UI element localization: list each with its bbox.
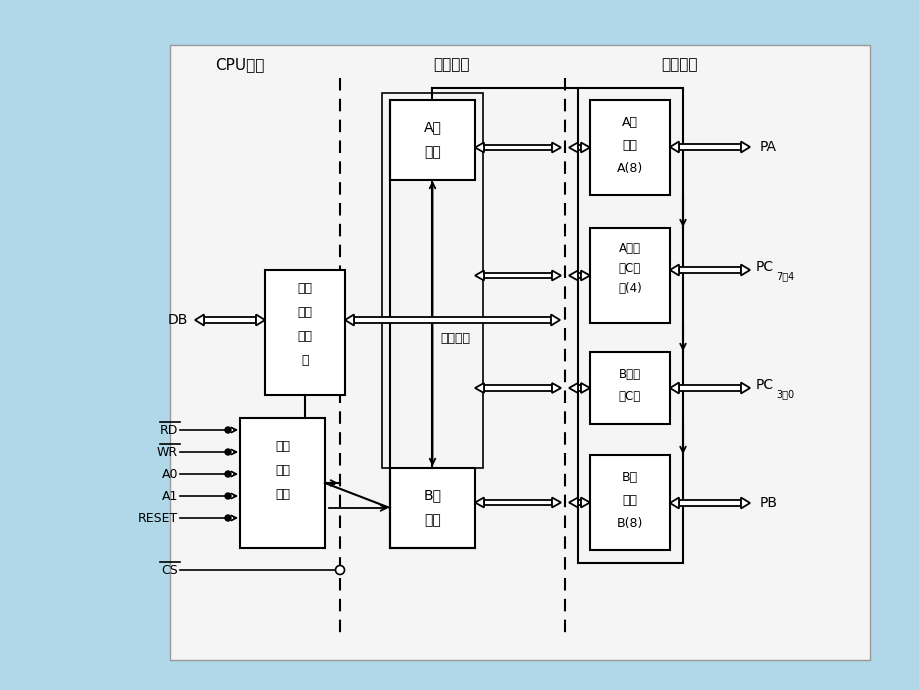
Text: 缓冲: 缓冲 [297,330,312,342]
Circle shape [225,471,231,477]
Text: 控制: 控制 [424,513,440,527]
Bar [678,500,740,506]
Text: PB: PB [759,496,777,510]
Text: 端口: 端口 [622,139,637,152]
Polygon shape [740,497,749,509]
Text: WR: WR [157,446,177,458]
Polygon shape [474,143,483,152]
Text: 数据总线: 数据总线 [439,331,470,344]
Circle shape [335,566,344,575]
Text: CS: CS [161,564,177,577]
Text: PC: PC [755,260,773,274]
Text: A0: A0 [162,468,177,480]
Circle shape [225,493,231,499]
Polygon shape [551,143,561,152]
Text: B组: B组 [621,471,638,484]
Polygon shape [581,143,589,152]
Text: B组: B组 [423,488,441,502]
Polygon shape [669,382,678,393]
Text: 内部逻辑: 内部逻辑 [433,57,470,72]
Bar [381,93,482,468]
Bar [678,385,740,391]
Text: A1: A1 [162,489,177,502]
Bar [577,385,581,391]
Bar [589,228,669,323]
Text: A(8): A(8) [617,161,642,175]
Polygon shape [474,383,483,393]
Bar [265,270,345,395]
Text: CPU接口: CPU接口 [215,57,265,72]
Bar [589,352,669,424]
Text: B(8): B(8) [616,517,642,529]
Text: RD: RD [160,424,177,437]
Text: PC: PC [755,378,773,392]
Bar [577,145,581,150]
Polygon shape [568,143,577,152]
Text: RESET: RESET [138,511,177,524]
Polygon shape [474,497,483,508]
Text: 控制: 控制 [424,145,440,159]
Text: A组: A组 [423,120,441,134]
Polygon shape [581,383,589,393]
Bar [354,317,550,323]
Bar [678,267,740,273]
Text: A组端: A组端 [618,241,641,255]
Bar [577,88,682,563]
Bar [390,468,474,548]
Bar [483,385,551,391]
Text: 口C上: 口C上 [618,262,641,275]
Text: 外设接口: 外设接口 [661,57,698,72]
Text: 3～0: 3～0 [775,389,793,399]
Text: DB: DB [167,313,187,327]
Polygon shape [581,270,589,281]
Polygon shape [568,270,577,281]
Polygon shape [551,497,561,508]
Polygon shape [551,383,561,393]
Circle shape [225,515,231,521]
Text: 数据: 数据 [297,282,312,295]
Text: 器: 器 [301,353,309,366]
Text: 7～4: 7～4 [775,271,793,281]
Circle shape [225,449,231,455]
Bar [483,145,551,150]
Bar [483,273,551,278]
Bar [589,455,669,550]
Text: 端口: 端口 [622,493,637,506]
Polygon shape [474,270,483,281]
Polygon shape [740,382,749,393]
Polygon shape [740,141,749,152]
Polygon shape [568,383,577,393]
Bar [170,45,869,660]
Polygon shape [345,315,354,326]
Text: A组: A组 [621,115,637,128]
Bar [589,100,669,195]
Polygon shape [581,497,589,508]
Polygon shape [550,315,560,326]
Polygon shape [195,315,204,326]
Text: PA: PA [759,140,777,154]
Bar [577,273,581,278]
Bar [483,500,551,505]
Bar [240,418,324,548]
Text: 总线: 总线 [297,306,312,319]
Bar [390,100,474,180]
Text: B组端: B组端 [618,368,641,380]
Polygon shape [669,141,678,152]
Text: 口C下: 口C下 [618,389,641,402]
Polygon shape [669,497,678,509]
Circle shape [225,427,231,433]
Bar [577,500,581,505]
Bar [204,317,255,323]
Polygon shape [568,497,577,508]
Polygon shape [740,264,749,275]
Bar [678,144,740,150]
Polygon shape [551,270,561,281]
Text: 控制: 控制 [275,464,289,477]
Text: 逻辑: 逻辑 [275,488,289,500]
Text: 部(4): 部(4) [618,282,641,295]
Text: 读写: 读写 [275,440,289,453]
Polygon shape [255,315,265,326]
Polygon shape [669,264,678,275]
